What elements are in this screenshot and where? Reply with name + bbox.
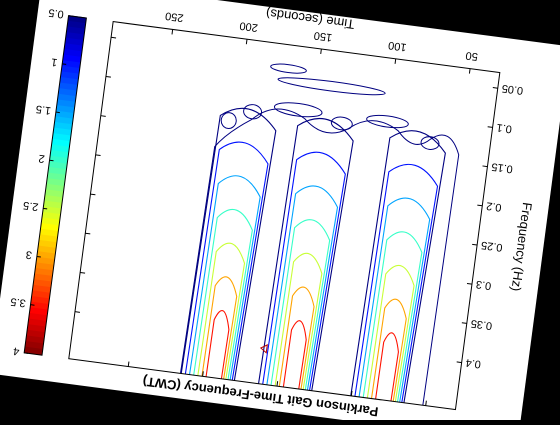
y-tick — [492, 87, 498, 89]
colorbar-tick — [36, 256, 41, 258]
contour-line — [276, 286, 315, 405]
y-tick — [111, 36, 117, 39]
contour-line — [352, 163, 439, 410]
contour-line — [182, 141, 269, 396]
y-tick — [90, 193, 96, 196]
y-tick — [456, 361, 462, 364]
y-tick-label: 0.2 — [486, 199, 503, 213]
colorbar-tick-label: 4 — [12, 344, 20, 357]
colorbar-frame — [23, 15, 87, 356]
x-tick — [171, 29, 174, 35]
contour-line — [190, 208, 253, 396]
low-frequency-blob — [366, 114, 409, 129]
contour-line — [199, 276, 238, 395]
x-tick — [468, 68, 471, 74]
x-tick — [350, 390, 353, 396]
y-tick — [100, 115, 106, 117]
contour-line — [263, 185, 339, 406]
y-tick-label: 0.25 — [480, 239, 503, 254]
colorbar-tick-label: 3.5 — [10, 295, 27, 309]
contour-line — [364, 264, 415, 410]
low-frequency-blob — [330, 116, 353, 131]
small-peak-contour — [259, 344, 268, 354]
x-tick — [202, 371, 204, 377]
contour-line — [280, 320, 307, 405]
y-tick-label: 0.1 — [496, 121, 513, 135]
x-tick — [394, 58, 397, 64]
contour-line — [255, 118, 354, 407]
colorbar-tick-label: 1 — [51, 56, 59, 69]
colorbar-tick-label: 2 — [38, 152, 46, 165]
colorbar-tick — [55, 111, 60, 114]
y-tick-label: 0.4 — [465, 356, 482, 370]
colorbar-tick — [24, 352, 29, 354]
y-tick — [74, 311, 80, 313]
colorbar-tick — [30, 304, 35, 306]
low-frequency-blob — [243, 104, 263, 120]
low-level-contours — [178, 63, 460, 410]
x-tick-label: 100 — [388, 39, 408, 53]
contour-line — [259, 151, 346, 407]
contour-line — [268, 219, 331, 406]
x-tick-label: 150 — [313, 29, 333, 43]
y-tick — [105, 75, 111, 78]
y-tick — [487, 126, 493, 128]
contour-line — [360, 231, 423, 410]
low-frequency-blob — [220, 112, 237, 129]
low-frequency-blob — [420, 136, 440, 150]
y-tick — [85, 232, 91, 235]
contour-line — [186, 175, 261, 396]
y-tick-label: 0.15 — [491, 160, 514, 175]
y-tick — [461, 322, 467, 324]
x-tick-label: 200 — [239, 19, 259, 33]
x-tick-label: 50 — [465, 49, 479, 62]
y-tick — [95, 154, 101, 157]
x-tick — [425, 400, 427, 406]
colorbar-tick — [43, 207, 48, 210]
y-tick — [472, 243, 478, 246]
colorbar-tick-label: 0.5 — [48, 6, 65, 20]
colorbar-tick-label: 2.5 — [22, 199, 39, 213]
y-tick — [80, 271, 86, 274]
x-tick — [276, 381, 279, 387]
contour-line — [356, 197, 431, 410]
contour-line — [372, 332, 399, 410]
low-frequency-blob — [273, 102, 323, 118]
colorbar-tick — [49, 159, 54, 162]
colorbar-tick-label: 1.5 — [35, 102, 52, 116]
contour-line — [194, 242, 246, 396]
y-tick — [466, 283, 473, 285]
colorbar-tick — [68, 15, 73, 17]
x-tick — [245, 39, 248, 45]
contour-lines — [178, 63, 460, 410]
plot-frame — [68, 21, 501, 411]
x-tick — [320, 48, 322, 55]
x-tick — [127, 361, 130, 367]
y-tick — [482, 165, 488, 168]
y-tick-label: 0.35 — [470, 317, 493, 332]
contour-line — [368, 298, 407, 410]
colorbar-tick — [62, 63, 67, 65]
contour-line — [272, 252, 323, 406]
contour-line — [347, 130, 446, 410]
y-tick-label: 0.05 — [501, 82, 524, 97]
x-tick-label: 250 — [164, 9, 184, 23]
colorbar-tick-label: 3 — [25, 248, 33, 261]
contour-line — [178, 107, 277, 397]
y-tick — [477, 204, 483, 207]
contour-line — [203, 310, 230, 395]
low-frequency-blob — [277, 77, 386, 96]
low-frequency-blob — [270, 63, 307, 74]
y-tick-label: 0.3 — [475, 278, 492, 292]
colorbar-group: 0.5 1 1.5 2 2.5 3 3.5 4 — [10, 6, 87, 357]
